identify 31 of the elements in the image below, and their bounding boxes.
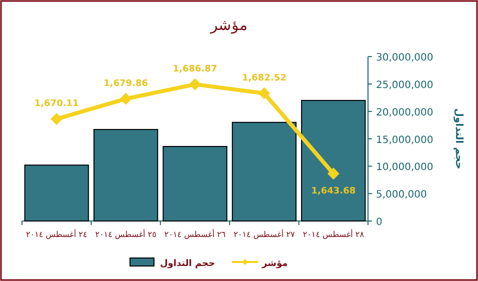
y-tick-label: 25,000,000 [376, 80, 434, 91]
point [258, 87, 270, 100]
bar [232, 122, 297, 222]
point [120, 92, 132, 105]
y-tick-label: 5,000,000 [376, 190, 427, 201]
y-tick-label: 10,000,000 [376, 162, 434, 174]
data-label: 1,682.52 [242, 73, 286, 84]
y-tick-label: 0 [376, 217, 382, 228]
legend-label: حجم التداول [160, 259, 215, 269]
y-axis-title: حجم التداول [453, 108, 464, 170]
point [50, 112, 63, 125]
legend-label: مؤشر [261, 259, 288, 269]
point [327, 168, 340, 180]
x-tick-label: ٢٥ أغسطس ٢٠١٤ [95, 229, 156, 239]
x-tick-label: ٢٨ أغسطس ٢٠١٤ [302, 229, 365, 239]
x-tick-label: ٢٤ أغسطس ٢٠١٤ [26, 229, 88, 239]
data-label: 1,686.87 [172, 64, 218, 74]
y-tick-label: 20,000,000 [376, 107, 434, 118]
x-tick-label: ٢٧ أغسطس ٢٠١٤ [234, 229, 296, 239]
x-tick-label: ٢٦ أغسطس ٢٠١٤ [164, 229, 226, 239]
bar [301, 100, 366, 222]
y-tick-label: 15,000,000 [376, 134, 434, 146]
data-label: 1,643.68 [311, 186, 356, 197]
data-label: 1,679.86 [104, 78, 148, 89]
data-label: 1,670.11 [34, 98, 79, 109]
bar [24, 164, 89, 222]
point [189, 78, 201, 90]
bar [162, 146, 228, 222]
y-tick-label: 30,000,000 [376, 52, 434, 64]
bar [93, 128, 158, 222]
chart-title: مؤشر [210, 16, 248, 34]
